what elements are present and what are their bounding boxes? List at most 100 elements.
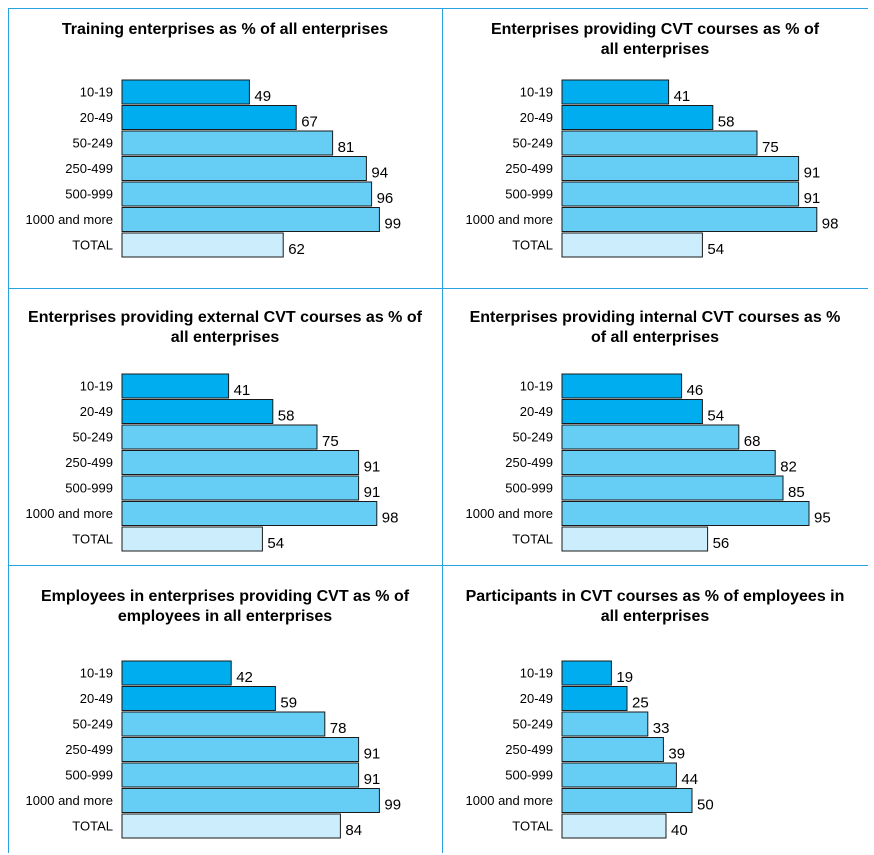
bar bbox=[561, 526, 709, 552]
value-label: 91 bbox=[364, 746, 381, 763]
value-label: 95 bbox=[814, 510, 831, 527]
bar bbox=[561, 475, 784, 501]
value-label: 98 bbox=[382, 510, 399, 527]
chart-title: Training enterprises as % of all enterpr… bbox=[61, 21, 389, 38]
category-label: 50-249 bbox=[73, 430, 113, 445]
value-label: 41 bbox=[674, 88, 691, 105]
bar bbox=[121, 181, 373, 207]
value-label: 78 bbox=[330, 720, 347, 737]
chart-title: Enterprises providing external CVT cours… bbox=[28, 309, 422, 346]
category-label: 500-999 bbox=[65, 187, 113, 202]
chart-title: Employees in enterprises providing CVT a… bbox=[40, 588, 410, 625]
value-label: 82 bbox=[780, 459, 797, 476]
category-label: 500-999 bbox=[65, 768, 113, 783]
chart-panel: Enterprises providing CVT courses as % o… bbox=[442, 8, 868, 288]
bar bbox=[561, 501, 810, 526]
value-label: 68 bbox=[744, 433, 761, 450]
category-label: 1000 and more bbox=[26, 212, 113, 227]
value-label: 40 bbox=[671, 822, 688, 839]
value-label: 46 bbox=[687, 382, 704, 399]
category-label: TOTAL bbox=[512, 819, 553, 834]
bar bbox=[561, 686, 628, 711]
bar bbox=[561, 711, 649, 737]
category-label: 1000 and more bbox=[26, 793, 113, 808]
bar bbox=[121, 762, 360, 788]
category-label: 10-19 bbox=[520, 85, 553, 100]
bar bbox=[121, 526, 263, 552]
bar-chart: 10-19 42 20-49 59 50-249 78 250-499 91 500-999 91… bbox=[26, 660, 401, 839]
value-label: 67 bbox=[301, 114, 318, 131]
value-label: 91 bbox=[364, 484, 381, 501]
bar bbox=[121, 105, 297, 130]
bar bbox=[121, 207, 380, 232]
value-label: 91 bbox=[364, 771, 381, 788]
bar bbox=[561, 788, 693, 813]
value-label: 54 bbox=[707, 241, 724, 258]
bar bbox=[561, 156, 800, 181]
bar bbox=[561, 813, 667, 839]
bar bbox=[561, 660, 612, 686]
category-label: 20-49 bbox=[80, 110, 113, 125]
bar bbox=[121, 450, 360, 475]
value-label: 58 bbox=[278, 408, 295, 425]
bar-chart: 10-19 46 20-49 54 50-249 68 250-499 82 500-999 85… bbox=[466, 373, 831, 552]
category-label: TOTAL bbox=[512, 532, 553, 547]
bar bbox=[561, 373, 683, 399]
chart-panel: Participants in CVT courses as % of empl… bbox=[442, 565, 868, 853]
value-label: 96 bbox=[377, 190, 394, 207]
bar-chart: 10-19 19 20-49 25 50-249 33 250-499 39 500-999 44… bbox=[466, 660, 714, 839]
bar bbox=[561, 232, 703, 258]
category-label: 50-249 bbox=[513, 430, 553, 445]
value-label: 85 bbox=[788, 484, 805, 501]
value-label: 25 bbox=[632, 695, 649, 712]
category-label: 10-19 bbox=[80, 85, 113, 100]
bar bbox=[121, 399, 274, 424]
chart-panel: Training enterprises as % of all enterpr… bbox=[8, 8, 442, 288]
category-label: TOTAL bbox=[72, 238, 113, 253]
bar bbox=[561, 105, 714, 130]
bar bbox=[561, 450, 776, 475]
category-label: 20-49 bbox=[520, 404, 553, 419]
bar bbox=[121, 373, 230, 399]
bar bbox=[121, 232, 284, 258]
value-label: 42 bbox=[236, 669, 253, 686]
frame-line-mid1 bbox=[8, 288, 868, 289]
category-label: 250-499 bbox=[65, 455, 113, 470]
bar-chart: 10-19 41 20-49 58 50-249 75 250-499 91 500-999 91… bbox=[466, 79, 839, 258]
value-label: 98 bbox=[822, 216, 839, 233]
category-label: 1000 and more bbox=[466, 506, 553, 521]
frame-line-top bbox=[8, 8, 868, 9]
chart-panel: Employees in enterprises providing CVT a… bbox=[8, 565, 442, 853]
category-label: 250-499 bbox=[505, 161, 553, 176]
category-label: 10-19 bbox=[520, 379, 553, 394]
chart-grid: Training enterprises as % of all enterpr… bbox=[8, 8, 868, 853]
category-label: 250-499 bbox=[505, 742, 553, 757]
category-label: 20-49 bbox=[520, 691, 553, 706]
bar bbox=[121, 788, 380, 813]
value-label: 99 bbox=[384, 216, 401, 233]
bar-chart: 10-19 49 20-49 67 50-249 81 250-499 94 500-999 96… bbox=[26, 79, 401, 258]
bar bbox=[121, 424, 318, 450]
chart-title: Enterprises providing CVT courses as % o… bbox=[490, 21, 820, 58]
bar bbox=[561, 424, 740, 450]
category-label: 50-249 bbox=[513, 717, 553, 732]
category-label: 250-499 bbox=[65, 742, 113, 757]
category-label: 1000 and more bbox=[466, 212, 553, 227]
frame-line-mid2 bbox=[8, 565, 868, 566]
bar bbox=[121, 79, 250, 105]
frame-line-left bbox=[8, 8, 9, 853]
value-label: 91 bbox=[804, 190, 821, 207]
bar bbox=[121, 475, 360, 501]
value-label: 56 bbox=[713, 535, 730, 552]
category-label: TOTAL bbox=[72, 532, 113, 547]
bar bbox=[121, 156, 367, 181]
category-label: 20-49 bbox=[80, 691, 113, 706]
category-label: 250-499 bbox=[65, 161, 113, 176]
category-label: 50-249 bbox=[73, 136, 113, 151]
value-label: 84 bbox=[345, 822, 362, 839]
value-label: 39 bbox=[668, 746, 685, 763]
category-label: 1000 and more bbox=[26, 506, 113, 521]
bar bbox=[121, 130, 334, 156]
bar bbox=[121, 660, 232, 686]
value-label: 91 bbox=[804, 165, 821, 182]
